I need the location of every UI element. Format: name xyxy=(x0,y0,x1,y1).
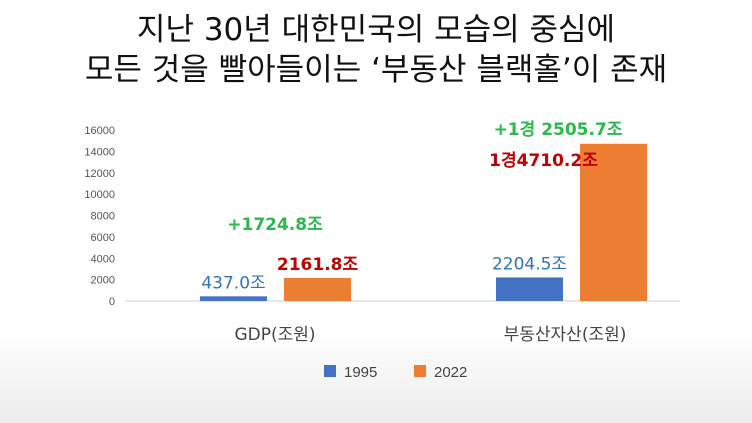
y-tick-label: 6000 xyxy=(91,232,115,244)
y-tick-label: 0 xyxy=(109,296,115,308)
data-label-1995-gdp: 437.0조 xyxy=(201,273,265,293)
y-tick-label: 2000 xyxy=(91,275,115,287)
y-tick-label: 10000 xyxy=(84,189,115,201)
category-label-real-estate: 부동산자산(조원) xyxy=(504,325,627,345)
legend-label-1995: 1995 xyxy=(344,364,377,381)
bar-1995-real-estate xyxy=(496,277,563,301)
title-line-1: 지난 30년 대한민국의 모습의 중심에 xyxy=(136,12,616,48)
annotation-real-estate-increase: +1경 2505.7조 xyxy=(494,120,623,140)
data-label-2022-gdp: 2161.8조 xyxy=(277,255,359,275)
y-tick-label: 4000 xyxy=(91,253,115,265)
annotation-gdp-increase: +1724.8조 xyxy=(227,215,323,235)
y-tick-label: 14000 xyxy=(84,146,115,158)
bar-2022-gdp xyxy=(284,277,351,301)
legend-swatch-2022 xyxy=(414,365,426,377)
legend-label-2022: 2022 xyxy=(434,364,467,381)
legend-swatch-1995 xyxy=(324,365,336,377)
data-label-1995-real-estate: 2204.5조 xyxy=(492,254,567,274)
bar-1995-gdp xyxy=(200,296,267,301)
title-line-2: 모든 것을 빨아들이는 ‘부동산 블랙홀’이 존재 xyxy=(84,52,668,88)
y-tick-label: 12000 xyxy=(84,168,115,180)
y-tick-label: 16000 xyxy=(84,125,115,137)
bar-2022-real-estate xyxy=(580,143,647,301)
category-label-gdp: GDP(조원) xyxy=(234,325,315,345)
data-label-2022-real-estate: 1경4710.2조 xyxy=(489,151,598,171)
y-tick-label: 8000 xyxy=(91,211,115,223)
